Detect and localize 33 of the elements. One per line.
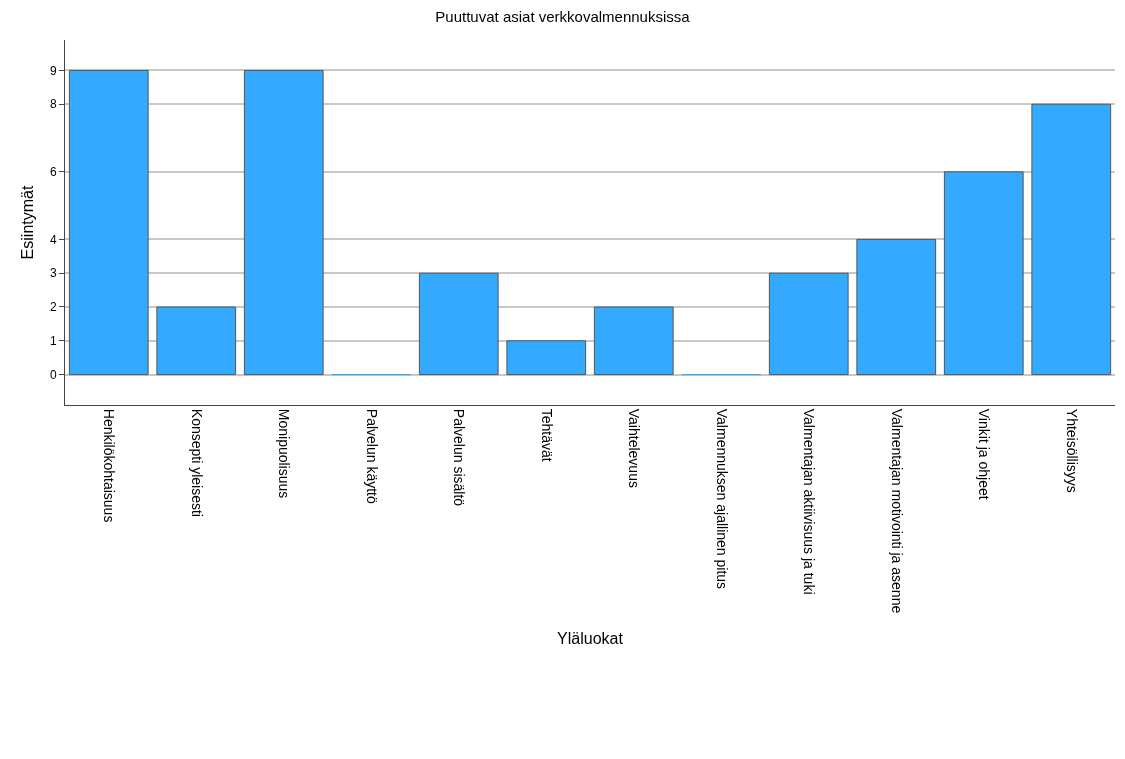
x-tick-label: Vinkit ja ohjeet [976, 408, 993, 500]
x-tick-label: Palvelun käyttö [363, 408, 380, 504]
y-tick-label: 9 [49, 63, 57, 78]
bar [156, 306, 237, 376]
chart-title: Puuttuvat asiat verkkovalmennuksissa [435, 7, 691, 25]
y-tick-label: 0 [49, 367, 57, 382]
y-axis-title: Esiintymät [18, 185, 36, 260]
bar [243, 69, 324, 376]
x-tick-label: Valmentajan motivointi ja asenne [888, 408, 905, 614]
bar [418, 272, 499, 376]
x-tick-label: Tehtävät [538, 408, 555, 462]
bar [593, 306, 674, 376]
x-tick-label: Valmentajan aktiivisuus ja tuki [801, 408, 818, 595]
x-tick-label: Palvelun sisältö [451, 408, 468, 507]
y-tick-label: 6 [49, 165, 57, 180]
x-tick-label: Yhteisöllisyys [1063, 408, 1080, 493]
bar [1031, 103, 1112, 376]
bar [943, 171, 1024, 376]
x-tick-label: Valmennuksen ajallinen pitus [713, 408, 730, 590]
bar [856, 238, 937, 376]
y-tick-label: 2 [49, 300, 57, 315]
bar [768, 272, 849, 376]
y-tick-label: 3 [49, 266, 57, 281]
bar [68, 69, 149, 376]
y-tick-label: 8 [49, 97, 57, 112]
x-tick-label: Vaihtelevuus [626, 408, 643, 488]
x-tick-label: Henkilökohtaisuus [101, 408, 118, 523]
x-tick-label: Konsepti yleisesti [188, 408, 205, 517]
x-axis-title: Yläluokat [557, 630, 624, 648]
bar [506, 340, 587, 376]
y-tick-label: 1 [49, 333, 57, 348]
y-tick-label: 4 [49, 232, 57, 247]
x-tick-label: Monipuolisuus [276, 408, 293, 499]
